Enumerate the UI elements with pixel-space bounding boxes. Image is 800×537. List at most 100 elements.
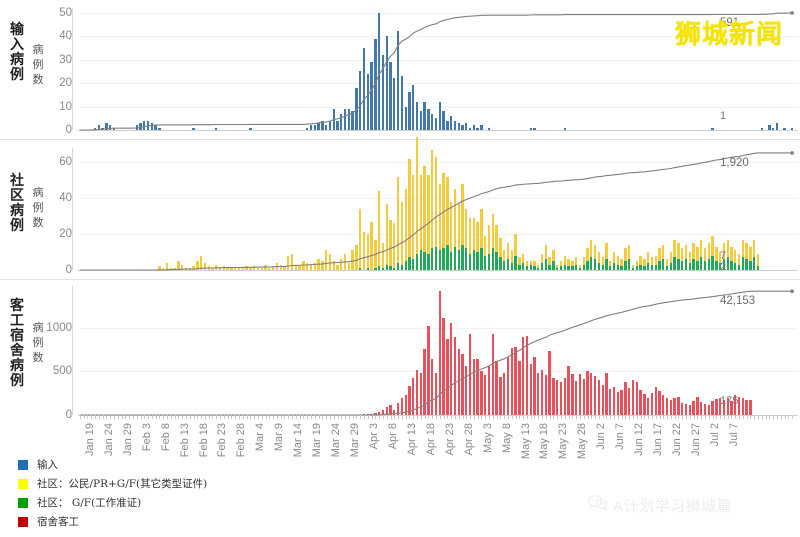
bar (620, 259, 623, 270)
bar (378, 191, 381, 270)
bar (461, 354, 464, 415)
bar (556, 380, 559, 415)
x-tick-label: Jun 7 (614, 423, 627, 450)
x-tick-mark (447, 415, 449, 419)
x-tick-mark (788, 415, 790, 419)
bar (771, 127, 775, 130)
bar-segment (737, 253, 741, 265)
bar (150, 122, 154, 130)
x-tick-mark (375, 415, 377, 419)
bar-segment (351, 111, 354, 130)
gridline (78, 371, 798, 373)
bar-segment (457, 250, 460, 270)
bar-segment (662, 394, 665, 415)
legend-item[interactable]: 社区：公民/PR+G/F(其它类型证件) (18, 474, 207, 493)
bar (665, 259, 669, 270)
bar-segment (158, 266, 161, 270)
bar (559, 261, 563, 270)
bar-segment (609, 266, 612, 270)
bar-segment (347, 108, 351, 130)
bar-segment (696, 246, 699, 262)
bar-segment (453, 336, 457, 415)
bar-segment (487, 225, 491, 254)
legend-item[interactable]: 输入 (18, 455, 207, 474)
bar-segment (703, 403, 707, 415)
bar-segment (336, 120, 339, 130)
bar (548, 257, 551, 270)
x-tick-label: Jan 19 (83, 423, 96, 457)
x-tick-mark (625, 415, 627, 419)
bar-segment (332, 261, 335, 270)
bar (540, 253, 544, 270)
x-tick-mark (201, 415, 203, 419)
bar-segment (609, 388, 612, 415)
bar-segment (590, 239, 593, 258)
bar-segment (749, 246, 752, 262)
bar (673, 398, 676, 415)
bar (624, 381, 627, 415)
bar-segment (340, 113, 343, 130)
bar (491, 333, 494, 415)
bar-segment (643, 259, 646, 267)
bar (249, 268, 252, 270)
bar-segment (525, 266, 529, 270)
bar-segment (639, 264, 642, 270)
x-tick-mark (470, 415, 472, 419)
bar (484, 235, 487, 270)
x-tick-mark (163, 415, 165, 419)
bar-segment (533, 357, 536, 415)
bar-segment (510, 347, 513, 415)
bar (506, 243, 510, 270)
bar-segment (582, 379, 585, 415)
x-tick-mark (651, 415, 653, 419)
x-tick-mark (739, 415, 741, 419)
bar-segment (374, 268, 377, 270)
bar (703, 403, 707, 415)
legend-item[interactable]: 社区： G/F(工作准证) (18, 493, 207, 512)
x-tick-mark (91, 415, 93, 419)
bar (359, 209, 362, 270)
bar-segment (196, 261, 199, 270)
bar-segment (601, 384, 604, 415)
x-tick-mark (337, 415, 339, 419)
x-tick-mark (632, 415, 634, 419)
x-tick-mark (629, 415, 631, 419)
bar-segment (556, 264, 559, 269)
x-tick-mark (420, 415, 422, 419)
x-tick-mark (579, 415, 581, 419)
legend-label: 社区： G/F(工作准证) (37, 497, 142, 509)
bar (582, 379, 585, 415)
x-tick-mark (454, 415, 456, 419)
legend-item[interactable]: 宿舍客工 (18, 512, 207, 531)
x-tick-mark (261, 415, 263, 419)
bar-segment (146, 120, 150, 130)
x-tick-label: Mar 9 (273, 423, 286, 452)
bar (628, 387, 631, 415)
x-tick-mark (636, 415, 638, 419)
x-tick-mark (257, 415, 259, 419)
bar-segment (457, 348, 460, 415)
bar (427, 326, 430, 415)
bar (544, 244, 548, 270)
bar-segment (487, 127, 491, 130)
bar (196, 261, 199, 270)
bar (381, 409, 385, 415)
bar-segment (374, 239, 377, 269)
bar-segment (548, 257, 551, 265)
bar (415, 369, 419, 415)
bar-segment (271, 266, 275, 270)
x-tick-mark (341, 415, 343, 419)
bar-segment (359, 71, 362, 130)
bar-segment (480, 125, 483, 130)
bar (681, 402, 684, 415)
bar-segment (681, 248, 684, 262)
bar-segment (427, 253, 430, 270)
bar (711, 401, 714, 415)
bar-segment (597, 380, 601, 415)
bar (726, 398, 729, 415)
bar-segment (506, 259, 510, 270)
panel-dorm-cases: 客工宿舍病例 病例数 0 500 1000 42,153 175 (0, 280, 800, 421)
bar-segment (351, 250, 354, 270)
panel-imported-subtitle: 病例数 (32, 43, 44, 86)
bar-segment (396, 176, 400, 263)
